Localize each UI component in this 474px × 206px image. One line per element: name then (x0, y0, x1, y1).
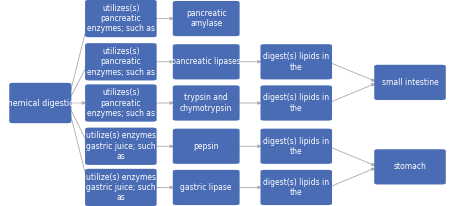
FancyBboxPatch shape (261, 170, 332, 205)
FancyBboxPatch shape (261, 44, 332, 80)
Text: utilizes(s)
pancreatic
enzymes; such as: utilizes(s) pancreatic enzymes; such as (87, 47, 155, 77)
Text: pancreatic lipases: pancreatic lipases (171, 57, 241, 66)
Text: pepsin: pepsin (193, 142, 219, 151)
Text: utilizes(s)
pancreatic
enzymes; such as: utilizes(s) pancreatic enzymes; such as (87, 88, 155, 118)
FancyBboxPatch shape (173, 1, 240, 36)
Text: utilize(s) enzymes
gastric juice; such
as: utilize(s) enzymes gastric juice; such a… (86, 173, 156, 202)
Text: digest(s) lipids in
the: digest(s) lipids in the (263, 137, 329, 156)
Text: digest(s) lipids in
the: digest(s) lipids in the (263, 93, 329, 113)
FancyBboxPatch shape (9, 83, 72, 123)
FancyBboxPatch shape (173, 44, 240, 80)
Text: digest(s) lipids in
the: digest(s) lipids in the (263, 52, 329, 71)
Text: stomach: stomach (393, 162, 427, 171)
Text: pancreatic
amylase: pancreatic amylase (186, 9, 227, 28)
Text: digest(s) lipids in
the: digest(s) lipids in the (263, 178, 329, 197)
FancyBboxPatch shape (173, 129, 240, 164)
FancyBboxPatch shape (173, 85, 240, 121)
FancyBboxPatch shape (85, 43, 156, 81)
FancyBboxPatch shape (85, 84, 156, 122)
FancyBboxPatch shape (173, 170, 240, 205)
Text: utilize(s) enzymes
gastric juice; such
as: utilize(s) enzymes gastric juice; such a… (86, 131, 156, 161)
FancyBboxPatch shape (374, 149, 446, 185)
FancyBboxPatch shape (261, 129, 332, 164)
FancyBboxPatch shape (85, 169, 156, 206)
Text: Chemical digestion: Chemical digestion (2, 98, 79, 108)
Text: trypsin and
chymotrypsin: trypsin and chymotrypsin (180, 93, 232, 113)
FancyBboxPatch shape (374, 65, 446, 100)
Text: utilizes(s)
pancreatic
enzymes; such as: utilizes(s) pancreatic enzymes; such as (87, 4, 155, 33)
Text: small intestine: small intestine (382, 78, 438, 87)
FancyBboxPatch shape (261, 85, 332, 121)
FancyBboxPatch shape (85, 128, 156, 165)
Text: gastric lipase: gastric lipase (181, 183, 232, 192)
FancyBboxPatch shape (85, 0, 156, 37)
